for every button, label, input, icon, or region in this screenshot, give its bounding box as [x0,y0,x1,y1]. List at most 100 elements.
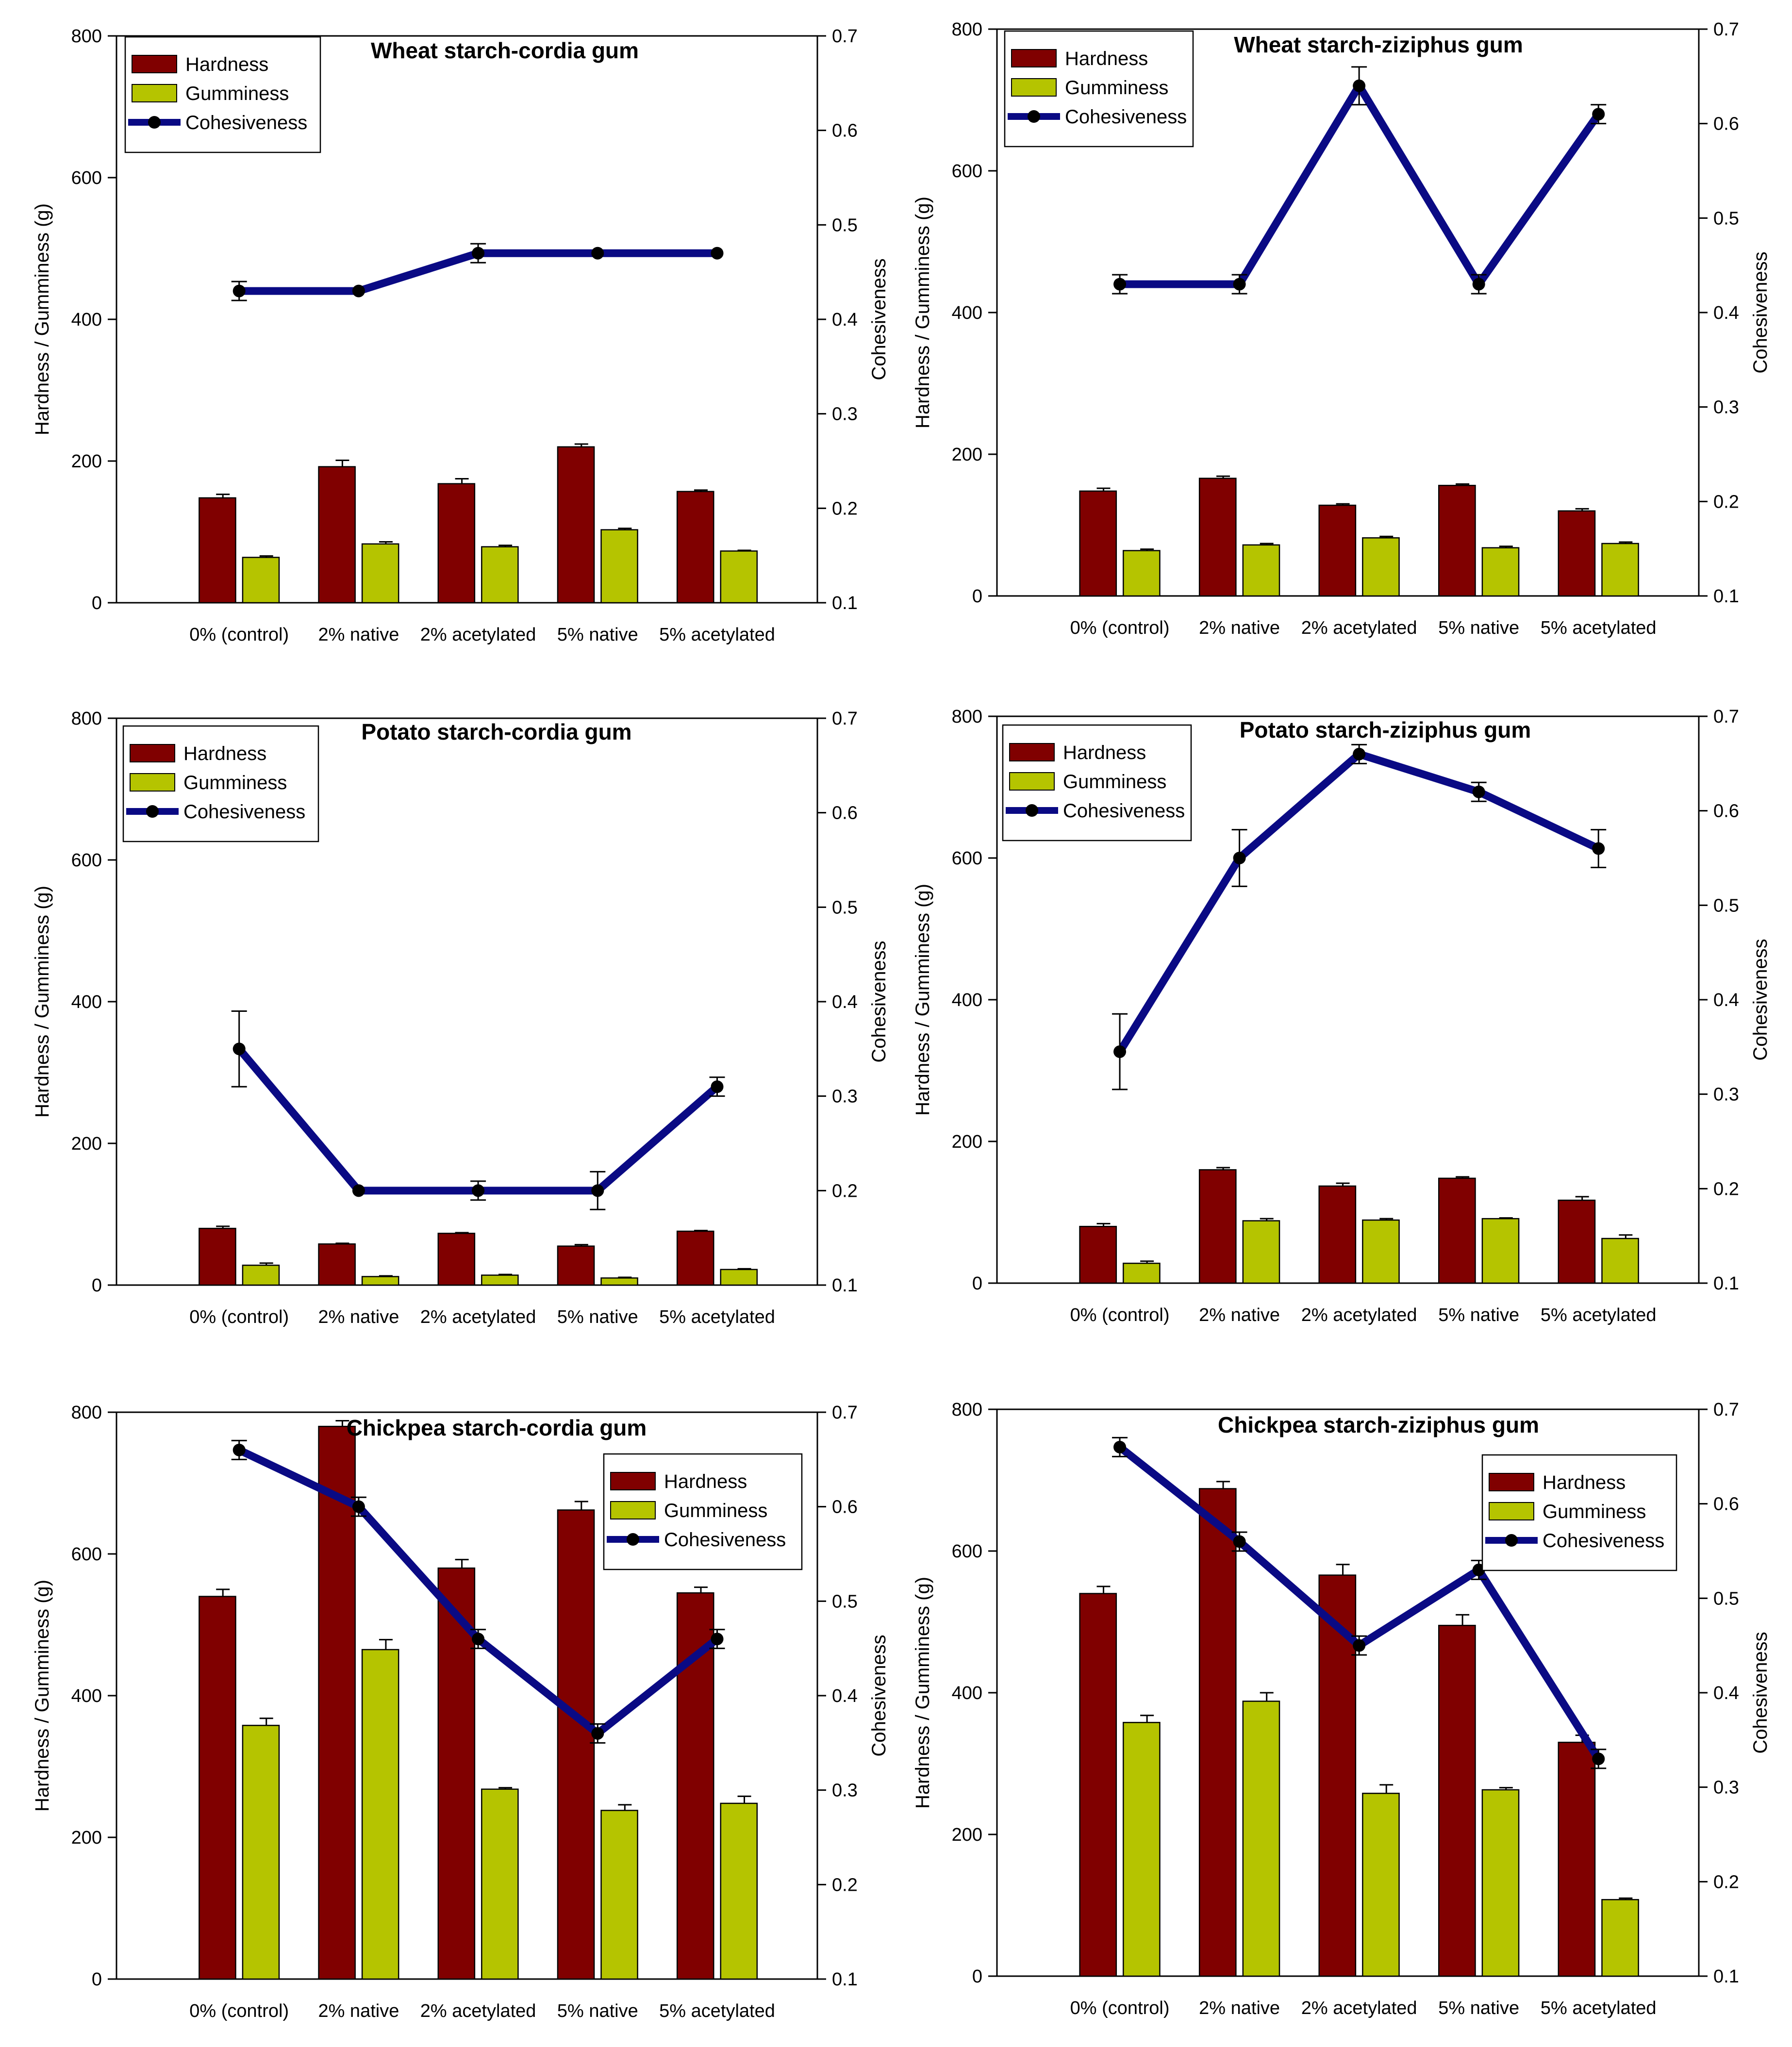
x-tick-label: 2% native [318,625,399,645]
y2-tick-label: 0.5 [832,215,858,235]
legend-label: Cohesiveness [185,112,307,133]
y2-tick-label: 0.4 [832,310,858,330]
cohesiveness-point [1592,108,1605,121]
y2-tick-label: 0.2 [832,1181,858,1201]
chart-title: Potato starch-ziziphus gum [1240,717,1531,743]
x-tick-label: 0% (control) [1070,1305,1170,1325]
chart-panel-5: 0 200 400 600 800 0.1 0.2 0.3 0.4 0.5 0.6 0.7 Hardne… [32,1403,890,2021]
x-tick-label: 2% acetylated [420,2001,536,2021]
gumminess-bar [481,1274,519,1286]
hardness-bar [557,446,595,604]
legend-swatch-gumminess [1009,772,1055,791]
x-tick-label: 2% acetylated [420,625,536,645]
legend-label: Gumminess [1543,1501,1646,1522]
legend-label: Cohesiveness [1065,106,1187,128]
y2-axis-label: Cohesiveness [868,1634,890,1756]
y-tick-label: 800 [952,707,982,727]
cohesiveness-point [1233,852,1246,864]
cohesiveness-point [1592,1752,1605,1766]
hardness-bar [1558,1199,1596,1284]
hardness-bar [1438,1625,1476,1977]
hardness-bar [199,1596,236,1980]
x-tick-label: 5% native [557,2001,638,2021]
legend-label: Gumminess [664,1500,767,1521]
legend-swatch-gumminess [1489,1502,1534,1520]
y2-tick-label: 0.4 [1713,990,1739,1010]
y-axis-label: Hardness / Gumminess (g) [32,203,53,435]
hardness-bar [437,1233,476,1286]
x-tick-label: 0% (control) [189,1307,289,1327]
y2-axis-label: Cohesiveness [868,941,890,1062]
gumminess-bar [600,1810,638,1980]
hardness-bar [437,483,476,604]
y-axis-label: Hardness / Gumminess (g) [32,886,53,1118]
y-tick-label: 600 [71,850,102,871]
y2-tick-label: 0.5 [1713,208,1739,229]
legend-swatch-gumminess [132,84,177,102]
gumminess-bar [600,1277,638,1286]
gumminess-bar [1362,1793,1400,1977]
y-tick-label: 200 [71,1828,102,1848]
y2-tick-label: 0.5 [832,1591,858,1612]
y2-tick-label: 0.7 [832,1403,858,1423]
y2-tick-label: 0.1 [1713,1966,1739,1987]
y-tick-label: 600 [71,1544,102,1565]
x-tick-label: 2% acetylated [1301,618,1417,638]
cohesiveness-point [1353,1639,1366,1652]
y2-tick-label: 0.6 [1713,1494,1739,1515]
cohesiveness-point [591,1727,604,1740]
cohesiveness-point [1353,79,1366,92]
chart-title: Wheat starch-ziziphus gum [1234,32,1523,57]
hardness-bar [199,1227,236,1286]
cohesiveness-point [232,1042,246,1056]
x-tick-label: 0% (control) [189,2001,289,2021]
gumminess-bar [1481,547,1520,597]
gumminess-bar [600,529,638,604]
legend-label: Gumminess [183,772,287,793]
y2-tick-label: 0.6 [832,803,858,824]
y-tick-label: 600 [952,1541,982,1562]
x-tick-label: 5% acetylated [1541,1305,1657,1325]
legend-marker-cohesiveness [148,116,161,129]
y-tick-label: 0 [92,1969,102,1990]
y2-tick-label: 0.4 [832,1686,858,1706]
x-tick-label: 5% acetylated [659,625,775,645]
y-tick-label: 400 [71,1686,102,1706]
gumminess-bar [1123,550,1161,597]
legend: Hardness Gumminess Cohesiveness [603,1453,803,1570]
y2-tick-label: 0.2 [1713,1179,1739,1199]
y-tick-label: 400 [952,990,982,1010]
cohesiveness-point [472,1184,485,1197]
y2-tick-label: 0.1 [1713,586,1739,607]
legend-label: Gumminess [185,83,289,104]
gumminess-bar [1362,537,1400,597]
gumminess-bar [1601,1899,1639,1977]
y-axis-label: Hardness / Gumminess (g) [912,1577,933,1809]
gumminess-bar [361,1649,399,1980]
y2-tick-label: 0.3 [1713,397,1739,418]
y2-tick-label: 0.7 [1713,707,1739,727]
gumminess-bar [1123,1262,1161,1284]
y-axis-label: Hardness / Gumminess (g) [912,884,933,1116]
y2-tick-label: 0.2 [832,1875,858,1895]
y2-tick-label: 0.2 [1713,492,1739,512]
legend-marker-cohesiveness [1505,1534,1518,1547]
y-tick-label: 800 [952,1400,982,1420]
x-tick-label: 2% native [318,2001,399,2021]
gumminess-bar [1601,543,1639,597]
x-tick-label: 2% native [1199,1998,1280,2018]
chart-panel-1: 0 200 400 600 800 0.1 0.2 0.3 0.4 0.5 0.6 0.7 Hardne… [32,26,890,645]
x-tick-label: 5% native [1438,618,1519,638]
legend-label: Hardness [185,54,268,75]
legend-marker-cohesiveness [1028,110,1040,123]
x-tick-label: 5% native [557,625,638,645]
cohesiveness-point [352,284,365,297]
y2-tick-label: 0.4 [1713,1683,1739,1703]
y-axis-label: Hardness / Gumminess (g) [32,1580,53,1812]
gumminess-bar [361,1276,399,1286]
legend-label: Cohesiveness [664,1529,786,1551]
y2-tick-label: 0.5 [1713,895,1739,916]
legend-label: Hardness [1063,742,1146,763]
legend-label: Cohesiveness [1543,1530,1664,1552]
